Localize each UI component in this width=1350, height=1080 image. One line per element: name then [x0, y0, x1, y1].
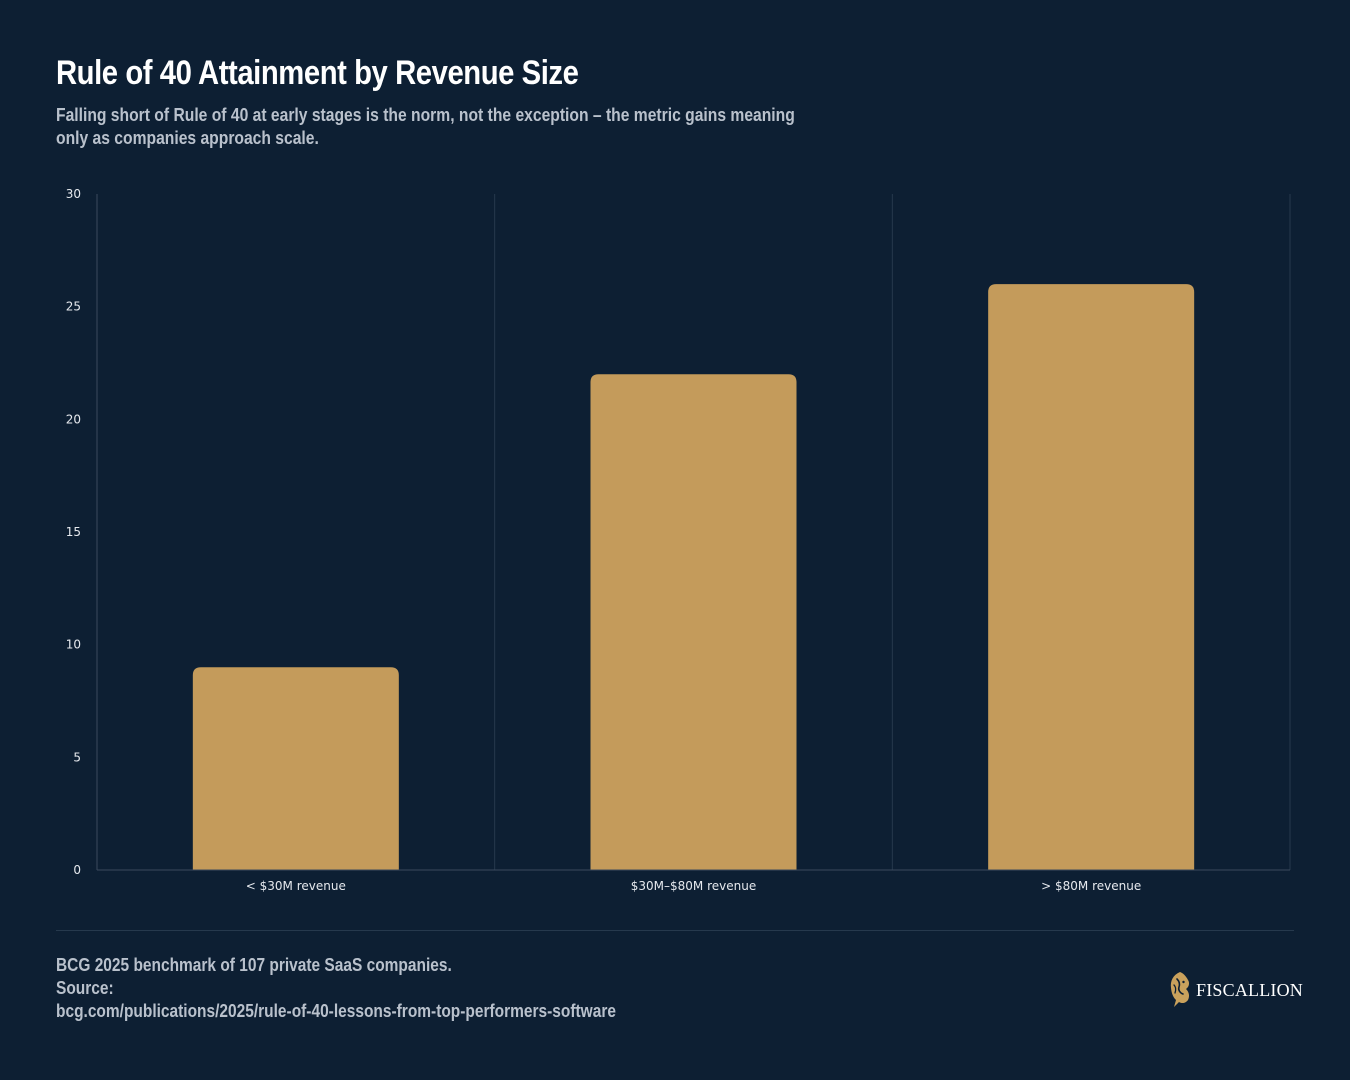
footer-source-url: bcg.com/publications/2025/rule-of-40-les… [56, 1001, 616, 1021]
bar-3 [988, 284, 1195, 871]
y-tick-label-25: 25 [66, 300, 81, 314]
x-category-label-1: < $30M revenue [246, 879, 346, 893]
brand-name: FISCALLION [1196, 979, 1304, 1000]
x-category-label-2: $30M–$80M revenue [631, 879, 756, 893]
grid-lines [494, 194, 1291, 870]
bar-2 [590, 374, 797, 870]
y-tick-label-15: 15 [66, 525, 81, 539]
chart-title: Rule of 40 Attainment by Revenue Size [56, 54, 579, 92]
brand-logo: FISCALLION [1168, 970, 1303, 1010]
chart-subtitle: Falling short of Rule of 40 at early sta… [56, 105, 795, 148]
bar-chart: 0 5 10 15 20 25 30 < $30M revenue $30M–$80M rev… [66, 187, 1291, 893]
footer-source-label: Source: [56, 978, 114, 998]
footer-divider [56, 930, 1294, 931]
lion-head-icon [1170, 972, 1190, 1007]
x-category-labels: < $30M revenue $30M–$80M revenue > $80M re… [246, 879, 1141, 893]
y-tick-label-0: 0 [73, 863, 81, 877]
y-tick-label-10: 10 [66, 638, 81, 652]
y-tick-label-30: 30 [66, 187, 81, 201]
y-tick-labels: 0 5 10 15 20 25 30 [66, 187, 81, 877]
bars [192, 284, 1195, 871]
y-tick-label-20: 20 [66, 412, 81, 426]
axes [96, 194, 1290, 871]
x-category-label-3: > $80M revenue [1041, 879, 1141, 893]
footer-source: BCG 2025 benchmark of 107 private SaaS c… [56, 954, 616, 1023]
bar-1 [192, 667, 399, 870]
y-tick-label-5: 5 [73, 750, 81, 764]
footer-note: BCG 2025 benchmark of 107 private SaaS c… [56, 955, 452, 975]
